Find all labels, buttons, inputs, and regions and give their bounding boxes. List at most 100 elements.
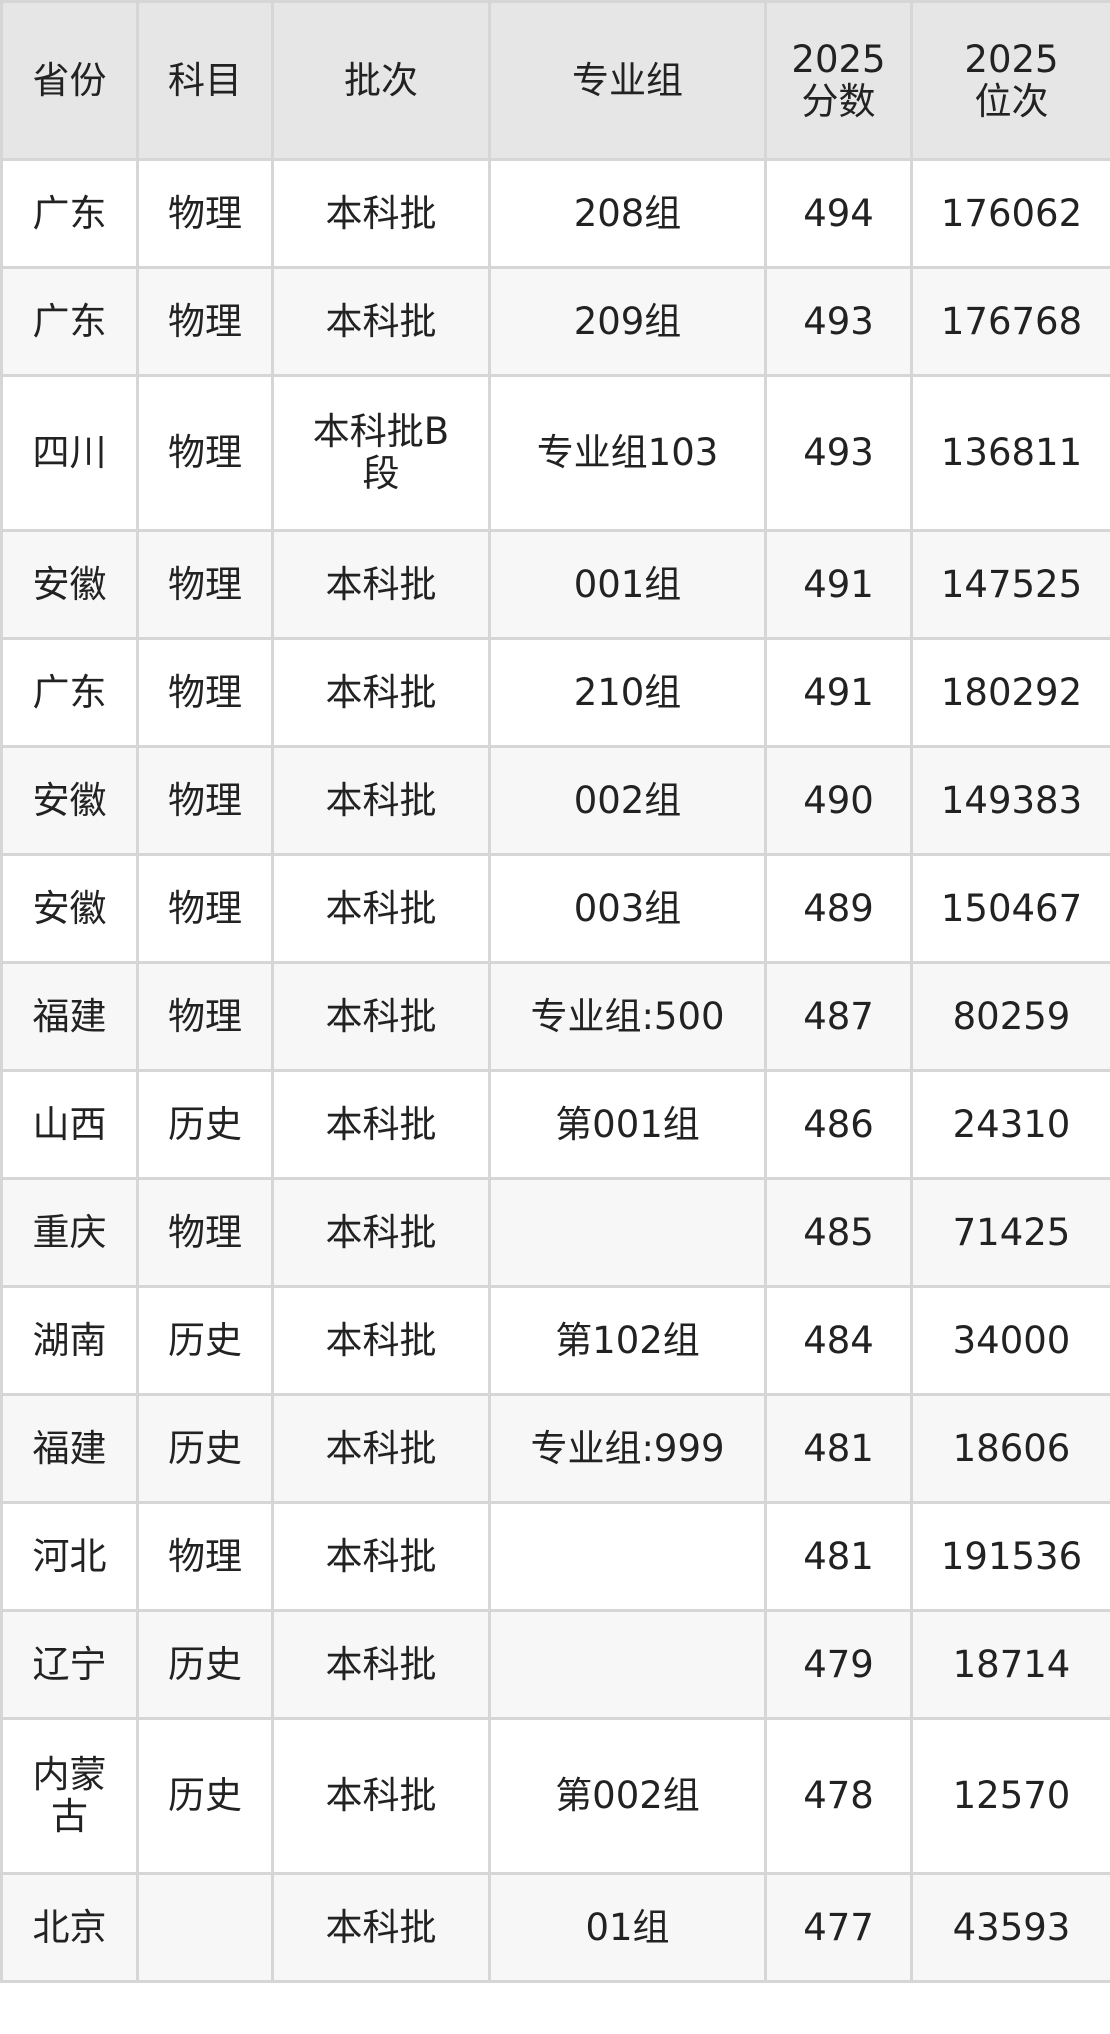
cell-rank: 176768 <box>910 266 1110 377</box>
table-row: 山西 历史 本科批 第001组 486 24310 <box>0 1069 1110 1180</box>
cell-batch: 本科批 <box>271 1609 491 1720</box>
score-table: 省份 科目 批次 专业组 2025 分数 2025 位次 广东 物理 本科批 208组 494 17… <box>0 0 1110 1983</box>
table-row: 广东 物理 本科批 209组 493 176768 <box>0 266 1110 377</box>
cell-score: 489 <box>764 853 913 964</box>
cell-province: 河北 <box>0 1501 139 1612</box>
cell-score: 481 <box>764 1501 913 1612</box>
cell-subject: 历史 <box>136 1393 274 1504</box>
table-row: 安徽 物理 本科批 003组 489 150467 <box>0 853 1110 964</box>
cell-score: 484 <box>764 1285 913 1396</box>
cell-major-group: 001组 <box>488 529 767 640</box>
cell-batch: 本科批 <box>271 961 491 1072</box>
table-row: 辽宁 历史 本科批 479 18714 <box>0 1609 1110 1720</box>
cell-batch: 本科批 <box>271 637 491 748</box>
table-row: 河北 物理 本科批 481 191536 <box>0 1501 1110 1612</box>
cell-major-group <box>488 1609 767 1720</box>
cell-subject: 物理 <box>136 745 274 856</box>
cell-score: 493 <box>764 266 913 377</box>
cell-rank: 149383 <box>910 745 1110 856</box>
cell-subject: 物理 <box>136 637 274 748</box>
cell-rank: 12570 <box>910 1717 1110 1875</box>
cell-major-group: 002组 <box>488 745 767 856</box>
cell-major-group: 第102组 <box>488 1285 767 1396</box>
cell-batch: 本科批 <box>271 745 491 856</box>
cell-subject: 历史 <box>136 1285 274 1396</box>
cell-major-group: 专业组103 <box>488 374 767 532</box>
cell-subject: 物理 <box>136 158 274 269</box>
cell-major-group <box>488 1501 767 1612</box>
cell-rank: 34000 <box>910 1285 1110 1396</box>
cell-province: 重庆 <box>0 1177 139 1288</box>
cell-subject: 历史 <box>136 1069 274 1180</box>
table-row: 安徽 物理 本科批 001组 491 147525 <box>0 529 1110 640</box>
header-score: 2025 分数 <box>764 0 913 161</box>
cell-subject: 历史 <box>136 1609 274 1720</box>
cell-major-group: 专业组:999 <box>488 1393 767 1504</box>
cell-subject: 物理 <box>136 266 274 377</box>
table-row: 重庆 物理 本科批 485 71425 <box>0 1177 1110 1288</box>
cell-rank: 18606 <box>910 1393 1110 1504</box>
cell-score: 478 <box>764 1717 913 1875</box>
table-row: 广东 物理 本科批 210组 491 180292 <box>0 637 1110 748</box>
cell-subject: 物理 <box>136 1501 274 1612</box>
cell-score: 491 <box>764 529 913 640</box>
cell-major-group: 第002组 <box>488 1717 767 1875</box>
cell-subject: 物理 <box>136 374 274 532</box>
cell-batch: 本科批 <box>271 1285 491 1396</box>
cell-subject <box>136 1872 274 1983</box>
cell-batch: 本科批 <box>271 1177 491 1288</box>
cell-province: 北京 <box>0 1872 139 1983</box>
cell-major-group: 01组 <box>488 1872 767 1983</box>
cell-rank: 136811 <box>910 374 1110 532</box>
cell-batch: 本科批 <box>271 1717 491 1875</box>
cell-score: 486 <box>764 1069 913 1180</box>
table-row: 北京 本科批 01组 477 43593 <box>0 1872 1110 1983</box>
cell-score: 487 <box>764 961 913 1072</box>
cell-major-group: 210组 <box>488 637 767 748</box>
table-row: 内蒙古 历史 本科批 第002组 478 12570 <box>0 1717 1110 1875</box>
header-rank: 2025 位次 <box>910 0 1110 161</box>
header-row: 省份 科目 批次 专业组 2025 分数 2025 位次 <box>0 0 1110 161</box>
cell-major-group: 专业组:500 <box>488 961 767 1072</box>
cell-batch: 本科批 <box>271 1501 491 1612</box>
cell-major-group: 003组 <box>488 853 767 964</box>
cell-rank: 43593 <box>910 1872 1110 1983</box>
cell-batch: 本科批 <box>271 853 491 964</box>
header-batch: 批次 <box>271 0 491 161</box>
cell-province: 辽宁 <box>0 1609 139 1720</box>
cell-province: 四川 <box>0 374 139 532</box>
cell-batch: 本科批 <box>271 1872 491 1983</box>
cell-rank: 180292 <box>910 637 1110 748</box>
cell-province: 安徽 <box>0 529 139 640</box>
cell-score: 479 <box>764 1609 913 1720</box>
cell-rank: 80259 <box>910 961 1110 1072</box>
cell-batch: 本科批 <box>271 1393 491 1504</box>
table-row: 安徽 物理 本科批 002组 490 149383 <box>0 745 1110 856</box>
cell-batch: 本科批 <box>271 1069 491 1180</box>
cell-score: 477 <box>764 1872 913 1983</box>
cell-province: 广东 <box>0 266 139 377</box>
header-major-group: 专业组 <box>488 0 767 161</box>
cell-rank: 150467 <box>910 853 1110 964</box>
cell-rank: 147525 <box>910 529 1110 640</box>
table-row: 四川 物理 本科批B段 专业组103 493 136811 <box>0 374 1110 532</box>
cell-province: 福建 <box>0 961 139 1072</box>
cell-score: 494 <box>764 158 913 269</box>
cell-province: 山西 <box>0 1069 139 1180</box>
cell-province: 广东 <box>0 158 139 269</box>
header-subject: 科目 <box>136 0 274 161</box>
cell-score: 481 <box>764 1393 913 1504</box>
cell-score: 485 <box>764 1177 913 1288</box>
cell-subject: 物理 <box>136 961 274 1072</box>
cell-rank: 71425 <box>910 1177 1110 1288</box>
cell-rank: 24310 <box>910 1069 1110 1180</box>
cell-province: 安徽 <box>0 745 139 856</box>
cell-subject: 物理 <box>136 1177 274 1288</box>
cell-subject: 历史 <box>136 1717 274 1875</box>
cell-major-group: 第001组 <box>488 1069 767 1180</box>
cell-province: 湖南 <box>0 1285 139 1396</box>
table-row: 福建 历史 本科批 专业组:999 481 18606 <box>0 1393 1110 1504</box>
cell-major-group <box>488 1177 767 1288</box>
cell-score: 493 <box>764 374 913 532</box>
cell-province: 广东 <box>0 637 139 748</box>
